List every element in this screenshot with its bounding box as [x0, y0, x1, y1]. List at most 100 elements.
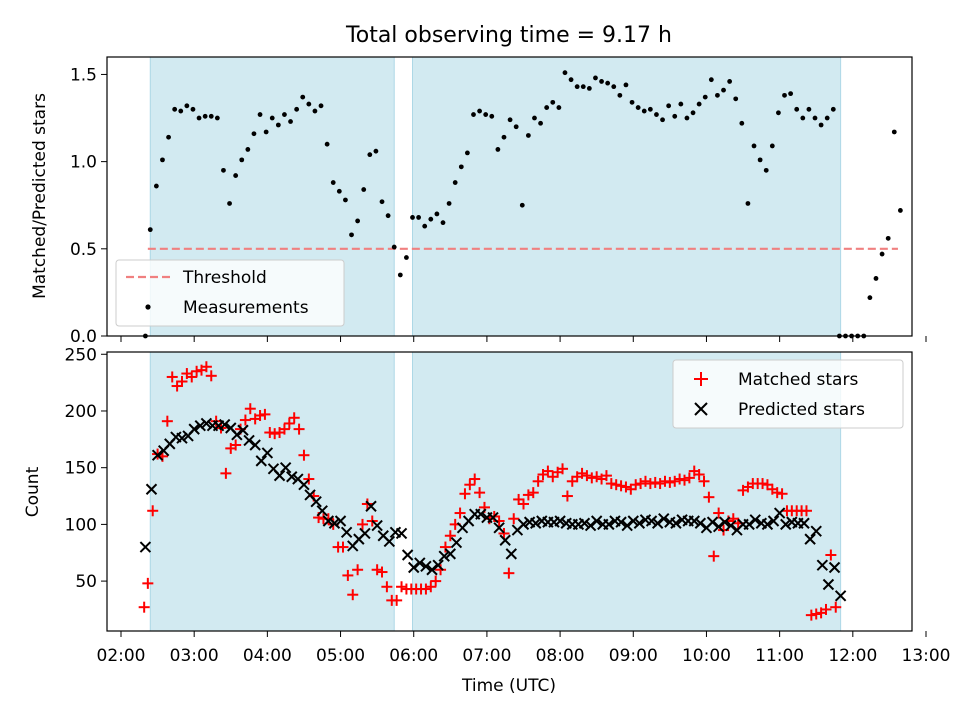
predicted-star-point [255, 455, 267, 467]
measurement-point [556, 105, 562, 110]
measurement-point [800, 115, 806, 121]
predicted-star-stroke-b [414, 557, 426, 569]
measurement-point [361, 187, 367, 192]
predicted-star-stroke-b [286, 471, 298, 483]
measurement-point [245, 147, 251, 152]
matched-star-point [605, 478, 617, 490]
measurement-point [294, 106, 300, 112]
measurement-point [349, 232, 354, 238]
measurement-point [580, 84, 586, 90]
measurement-point [525, 133, 531, 138]
predicted-star-stroke-b [834, 590, 847, 602]
measurement-point [306, 101, 312, 107]
matched-star-point [430, 575, 442, 587]
top-legend-box [115, 259, 345, 327]
matched-star-point [464, 479, 476, 491]
predicted-star-point [743, 518, 755, 531]
matched-star-point [191, 365, 203, 377]
predicted-star-stroke-b [237, 424, 249, 436]
count-points [138, 361, 847, 621]
matched-star-point [269, 428, 281, 440]
legend-threshold-label: Threshold [182, 268, 267, 288]
measurement-point [269, 115, 275, 121]
measurement-point [708, 77, 714, 83]
predicted-star-stroke-b [621, 519, 633, 532]
y-tick-label: 1.5 [70, 65, 97, 85]
measurement-point [263, 129, 269, 135]
measurement-point [519, 202, 525, 208]
predicted-star-stroke-b [633, 517, 646, 529]
matched-star-point [454, 507, 466, 519]
predicted-star-stroke-b [316, 505, 328, 517]
measurement-point [288, 119, 293, 124]
predicted-star-point [719, 516, 731, 528]
x-tick-label: 02:00 [97, 646, 146, 666]
measurement-point [818, 122, 824, 128]
matched-star-point [396, 581, 408, 593]
measurement-point [678, 101, 684, 107]
predicted-star-stroke-b [365, 500, 377, 512]
predicted-star-point [383, 535, 396, 548]
predicted-star-point [194, 420, 206, 432]
predicted-star-point [395, 527, 408, 540]
predicted-star-stroke-b [749, 514, 761, 526]
x-tick-label: 12:00 [828, 646, 877, 666]
measurement-point [404, 255, 409, 260]
matched-star-point [664, 476, 676, 488]
predicted-star-stroke-b [243, 434, 255, 447]
measurement-point [190, 106, 196, 112]
matched-star-point [600, 470, 612, 482]
predicted-star-stroke-b [664, 516, 676, 528]
measurement-point [489, 113, 495, 119]
predicted-star-stroke-b [536, 515, 548, 527]
measurement-point [684, 115, 690, 121]
matched-star-point [357, 518, 368, 530]
matched-star-point [288, 412, 300, 424]
predicted-star-point [767, 515, 780, 527]
measurement-point [532, 115, 537, 121]
measurement-point [300, 94, 306, 100]
predicted-star-point [621, 519, 633, 532]
y-tick-label: 0.5 [70, 240, 97, 260]
measurement-point [208, 113, 214, 119]
predicted-star-point [798, 517, 810, 529]
measurement-point [416, 215, 422, 220]
predicted-star-point [408, 561, 420, 574]
matched-star-point [679, 474, 690, 486]
measurement-point [275, 122, 281, 128]
bottom-x-ticks: 02:00 03:00 04:00 05:00 06:00 07:00 08:00 09:00… [97, 631, 951, 666]
matched-star-point [830, 601, 842, 613]
matched-star-point [239, 414, 251, 426]
matched-star-point [391, 594, 403, 606]
matched-star-point [805, 609, 817, 621]
predicted-star-stroke-b [804, 533, 816, 545]
matched-star-point [298, 449, 310, 461]
measurement-point [312, 108, 318, 114]
matched-star-point [474, 487, 486, 499]
predicted-star-stroke-b [505, 548, 518, 560]
predicted-star-point [645, 515, 658, 527]
legend-predicted-label: Predicted stars [738, 400, 865, 420]
measurement-point [233, 173, 239, 178]
top-legend: Threshold Measurements [115, 259, 345, 327]
measurement-point [440, 220, 446, 226]
predicted-star-point [694, 517, 707, 529]
measurement-point [672, 113, 678, 119]
measurement-point [257, 112, 263, 117]
predicted-star-stroke-b [340, 526, 353, 539]
predicted-star-point [145, 483, 158, 495]
predicted-star-point [505, 548, 518, 560]
measurement-point [196, 115, 202, 121]
measurement-point [599, 79, 604, 84]
measurement-point [166, 134, 171, 140]
predicted-star-stroke-b [218, 418, 231, 431]
predicted-star-point [493, 522, 505, 534]
measurement-point [769, 143, 775, 149]
observing-window-2 [412, 56, 842, 337]
matched-star-point [186, 371, 198, 383]
predicted-star-stroke-b [432, 559, 444, 571]
predicted-star-stroke-b [780, 518, 792, 531]
predicted-star-stroke-b [231, 429, 243, 441]
matched-star-point [825, 549, 837, 561]
